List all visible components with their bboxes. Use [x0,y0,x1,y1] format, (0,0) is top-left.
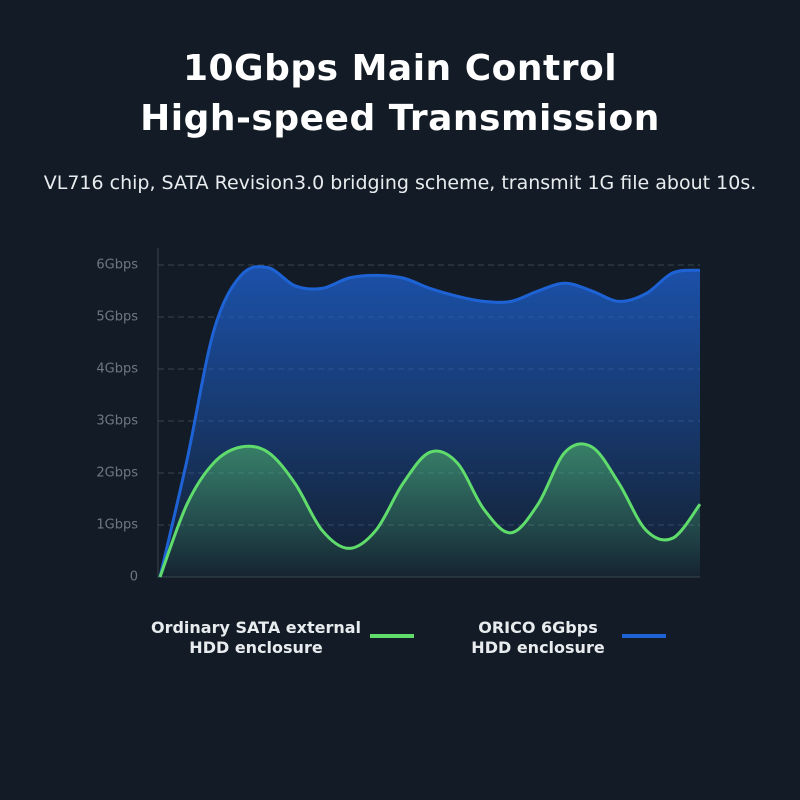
chart-subtitle: VL716 chip, SATA Revision3.0 bridging sc… [43,172,757,194]
line [158,442,702,578]
y-tick-label: 0 [130,570,138,585]
y-tick-label: 2Gbps [96,466,138,481]
y-tick-label: 1Gbps [96,518,138,533]
legend-label: ORICO 6Gbps HDD enclosure [471,618,605,657]
area [160,443,700,577]
legend-label: Ordinary SATA external HDD enclosure [150,618,362,657]
y-tick-label: 4Gbps [96,362,138,377]
y-tick-label: 3Gbps [96,414,138,429]
y-tick-label: 6Gbps [96,258,138,273]
line [158,265,701,578]
chart-title: 10Gbps Main Control High-speed Transmiss… [140,48,660,139]
y-tick-label: 5Gbps [96,310,138,325]
